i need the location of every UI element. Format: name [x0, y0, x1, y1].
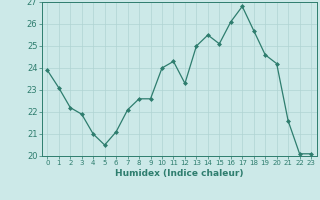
X-axis label: Humidex (Indice chaleur): Humidex (Indice chaleur) — [115, 169, 244, 178]
